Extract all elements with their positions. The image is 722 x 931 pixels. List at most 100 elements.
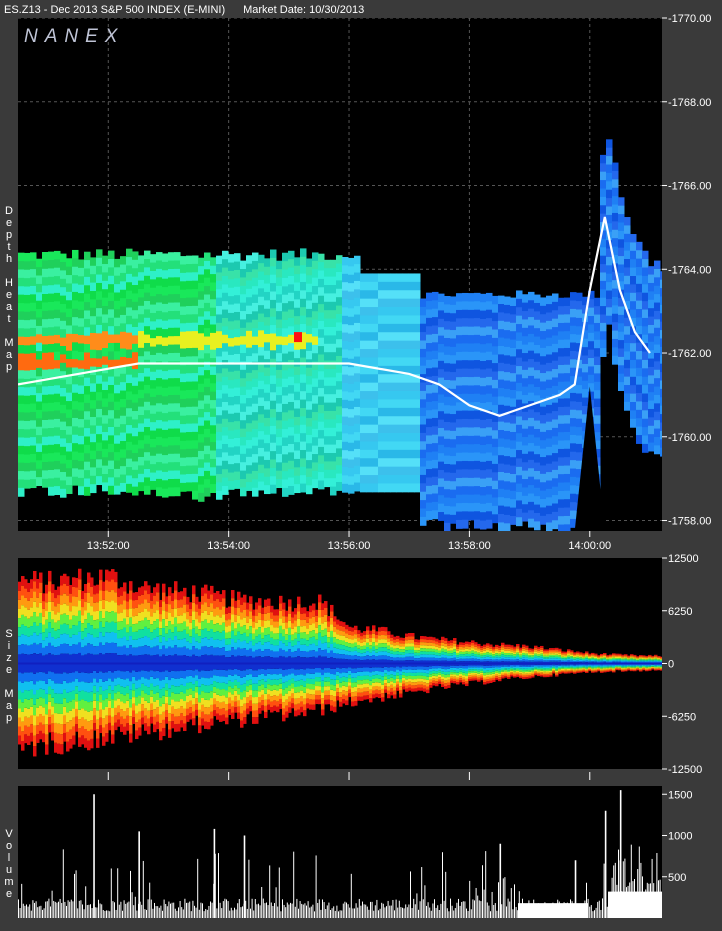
heat-cell — [222, 485, 229, 495]
heat-cell — [444, 380, 451, 389]
size-band-cell — [228, 625, 232, 632]
size-band-cell — [291, 673, 295, 679]
heat-cell — [600, 188, 607, 198]
heat-cell — [174, 260, 181, 270]
heat-cell — [330, 360, 337, 370]
size-band-cell — [237, 647, 241, 656]
heat-cell — [228, 329, 235, 339]
size-band-cell — [258, 605, 262, 613]
heat-cell — [462, 351, 469, 361]
size-band-cell — [216, 599, 220, 608]
heat-cell — [78, 444, 85, 454]
size-band-cell — [315, 621, 319, 628]
heat-cell — [246, 465, 253, 475]
heat-cell — [36, 309, 43, 319]
heat-cell — [558, 348, 565, 358]
heat-cell — [378, 449, 385, 459]
size-band-cell — [108, 693, 112, 701]
heat-cell — [354, 415, 361, 425]
heat-cell — [522, 302, 529, 312]
size-band-cell — [162, 663, 166, 672]
size-band-cell — [333, 626, 337, 633]
size-band-cell — [189, 713, 193, 720]
heat-cell — [384, 281, 391, 291]
heat-cell — [222, 334, 229, 344]
size-band-cell — [171, 706, 175, 714]
heat-cell — [126, 315, 133, 325]
heat-cell — [576, 401, 583, 411]
size-band-cell — [93, 620, 97, 629]
size-band-cell — [228, 644, 232, 651]
heat-cell — [48, 461, 55, 471]
heat-cell — [330, 469, 337, 479]
size-band-cell — [276, 674, 280, 680]
size-band-cell — [39, 688, 43, 698]
heat-cell — [546, 346, 553, 355]
heat-cell — [156, 411, 163, 421]
heat-cell — [402, 475, 409, 484]
heat-cell — [174, 310, 181, 320]
heat-cell — [432, 308, 439, 318]
heat-cell — [342, 298, 349, 308]
size-band-cell — [141, 629, 145, 638]
heat-cell — [330, 402, 337, 412]
heat-cell — [246, 356, 253, 365]
heat-cell — [642, 292, 649, 302]
size-band-cell — [234, 674, 238, 680]
heat-cell — [60, 354, 67, 364]
heat-cell — [414, 449, 421, 459]
size-band-cell — [18, 627, 22, 637]
size-band-cell — [351, 631, 355, 636]
size-band-cell — [42, 640, 46, 648]
size-band-cell — [234, 696, 238, 702]
size-band-cell — [333, 647, 337, 654]
heat-cell — [144, 343, 151, 352]
size-band-cell — [339, 692, 343, 698]
size-band-cell — [309, 694, 313, 700]
size-band-cell — [222, 695, 226, 702]
heat-cell — [534, 445, 541, 455]
size-band-cell — [183, 638, 187, 647]
heat-cell — [468, 309, 475, 319]
heat-cell — [402, 273, 409, 283]
heat-cell — [48, 293, 55, 303]
heat-cell — [468, 469, 475, 479]
size-band-cell — [255, 690, 259, 698]
size-band-cell — [168, 621, 172, 630]
size-band-cell — [54, 742, 58, 753]
heat-cell — [78, 469, 85, 479]
size-band-cell — [177, 592, 181, 601]
heat-cell — [480, 428, 487, 438]
heat-cell — [312, 370, 319, 379]
heat-cell — [144, 259, 151, 268]
size-band-cell — [333, 696, 337, 702]
heat-cell — [624, 301, 631, 310]
size-band-cell — [117, 691, 121, 699]
heat-cell — [504, 380, 511, 390]
heat-cell — [444, 388, 451, 398]
heat-cell — [120, 264, 127, 274]
size-band-cell — [186, 663, 190, 670]
heat-cell — [186, 415, 193, 425]
heat-cell — [222, 301, 229, 311]
size-band-cell — [315, 651, 319, 658]
size-band-cell — [138, 595, 142, 605]
heat-cell — [168, 462, 175, 472]
heat-cell — [84, 276, 91, 286]
size-band-cell — [81, 639, 85, 648]
heat-cell — [420, 348, 427, 358]
size-band-cell — [294, 663, 298, 670]
size-band-cell — [153, 629, 157, 639]
heat-cell — [240, 395, 247, 404]
size-band-cell — [255, 622, 259, 630]
heat-cell — [534, 353, 541, 363]
size-band-cell — [102, 681, 106, 691]
size-band-cell — [42, 733, 46, 743]
heat-cell — [72, 375, 79, 385]
size-band-cell — [321, 709, 325, 716]
heat-cell — [648, 366, 655, 376]
heat-cell — [546, 505, 553, 515]
size-band-cell — [231, 630, 235, 640]
size-band-cell — [297, 596, 301, 605]
heat-cell — [234, 463, 241, 473]
